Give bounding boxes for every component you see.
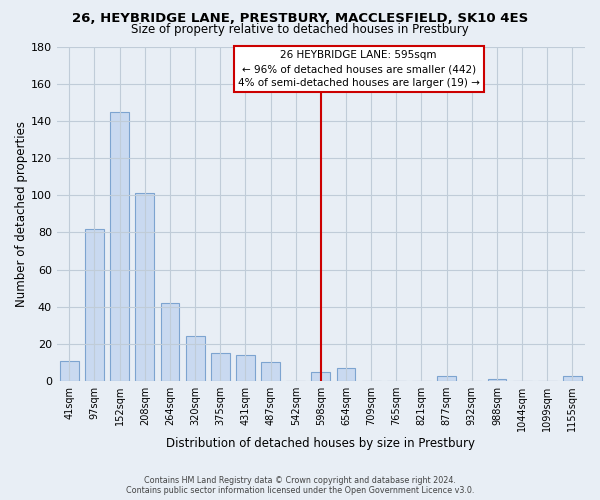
Bar <box>261 362 280 381</box>
Bar <box>85 228 104 381</box>
Bar <box>437 376 456 381</box>
Bar <box>60 360 79 381</box>
Bar <box>563 376 582 381</box>
Y-axis label: Number of detached properties: Number of detached properties <box>15 121 28 307</box>
Text: 26, HEYBRIDGE LANE, PRESTBURY, MACCLESFIELD, SK10 4ES: 26, HEYBRIDGE LANE, PRESTBURY, MACCLESFI… <box>72 12 528 26</box>
Bar <box>161 303 179 381</box>
Text: 26 HEYBRIDGE LANE: 595sqm
← 96% of detached houses are smaller (442)
4% of semi-: 26 HEYBRIDGE LANE: 595sqm ← 96% of detac… <box>238 50 479 88</box>
X-axis label: Distribution of detached houses by size in Prestbury: Distribution of detached houses by size … <box>166 437 475 450</box>
Bar <box>136 194 154 381</box>
Bar <box>185 336 205 381</box>
Text: Contains HM Land Registry data © Crown copyright and database right 2024.
Contai: Contains HM Land Registry data © Crown c… <box>126 476 474 495</box>
Bar <box>110 112 129 381</box>
Text: Size of property relative to detached houses in Prestbury: Size of property relative to detached ho… <box>131 22 469 36</box>
Bar <box>236 355 255 381</box>
Bar <box>488 379 506 381</box>
Bar <box>211 353 230 381</box>
Bar <box>337 368 355 381</box>
Bar <box>311 372 331 381</box>
